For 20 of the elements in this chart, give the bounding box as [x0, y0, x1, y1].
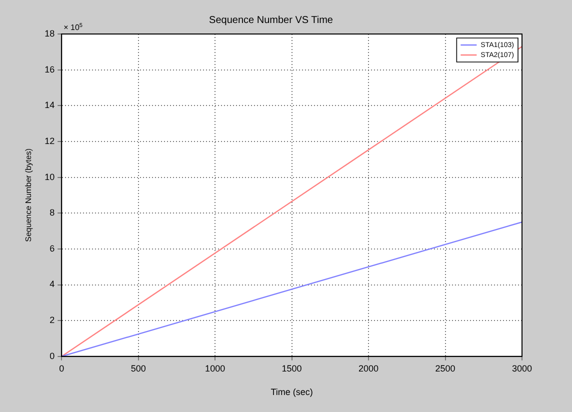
y-tick-label: 8: [50, 208, 55, 218]
y-tick-label: 10: [44, 172, 55, 182]
y-tick-label: 12: [44, 136, 55, 146]
x-tick-label: 1000: [205, 363, 226, 374]
x-tick-label: 3000: [512, 363, 532, 374]
chart-title: Sequence Number VS Time: [209, 14, 334, 26]
x-tick-label: 1500: [282, 363, 302, 374]
x-tick-label: 500: [130, 363, 146, 374]
y-tick-label: 18: [44, 28, 55, 38]
x-tick-label: 2000: [358, 363, 379, 374]
x-tick-label: 0: [59, 363, 64, 374]
y-tick-label: 0: [50, 350, 55, 361]
y-tick-label: 16: [44, 64, 55, 74]
x-tick-label: 2500: [435, 363, 456, 374]
y-axis-title: Sequence Number (bytes): [24, 148, 34, 242]
y-tick-label: 4: [50, 279, 55, 290]
y-tick-label: 2: [50, 315, 55, 326]
y-tick-label: 6: [50, 243, 55, 254]
x-axis-title: Time (sec): [270, 387, 313, 398]
y-tick-label: 14: [44, 100, 55, 110]
